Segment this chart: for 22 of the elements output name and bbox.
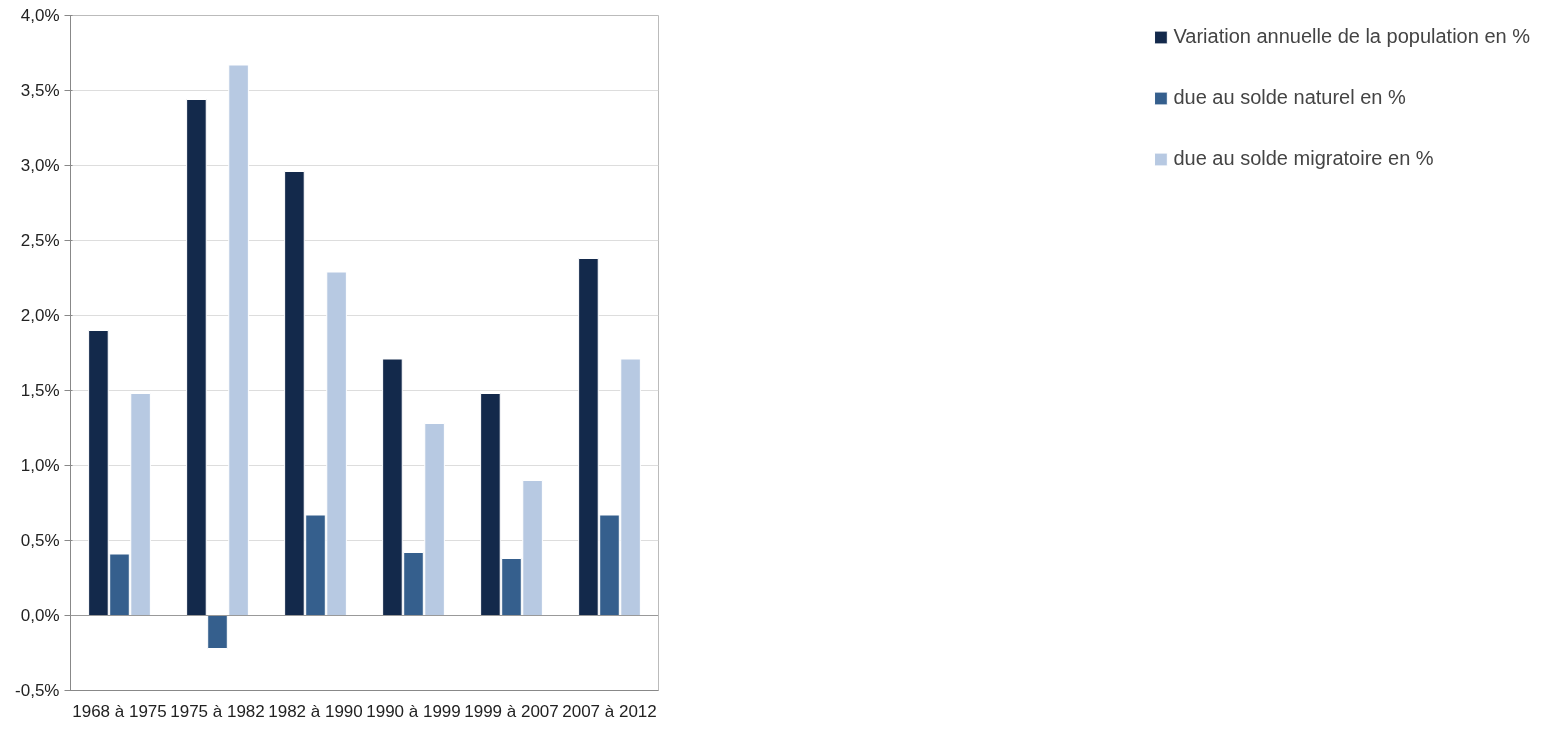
x-tick-label: 1982 à 1990 (268, 701, 363, 721)
legend-label: Variation annuelle de la population en % (1173, 25, 1530, 48)
x-tick-label: 1990 à 1999 (366, 701, 461, 721)
y-tick-label: 3,0% (20, 156, 60, 175)
y-tick-label: 2,0% (20, 306, 60, 325)
y-tick-label: 1,5% (20, 381, 60, 400)
y-tick-label: 0,5% (20, 531, 60, 550)
bar (228, 64, 249, 616)
y-tick-label: 3,5% (20, 81, 60, 100)
legend-label: due au solde migratoire en % (1173, 147, 1434, 170)
y-tick-label: 2,5% (20, 231, 60, 250)
y-tick-label: 1,0% (20, 456, 60, 475)
y-tick-label: -0,5% (15, 681, 60, 700)
bar (186, 99, 207, 616)
y-tick-label: 0,0% (20, 606, 60, 625)
x-tick-label: 1968 à 1975 (72, 701, 167, 721)
x-tick-label: 2007 à 2012 (562, 701, 657, 721)
y-tick-label: 4,0% (20, 6, 60, 25)
x-tick-label: 1975 à 1982 (170, 701, 265, 721)
bar (207, 615, 228, 649)
x-tick-label: 1999 à 2007 (464, 701, 559, 721)
legend-label: due au solde naturel en % (1173, 86, 1406, 109)
